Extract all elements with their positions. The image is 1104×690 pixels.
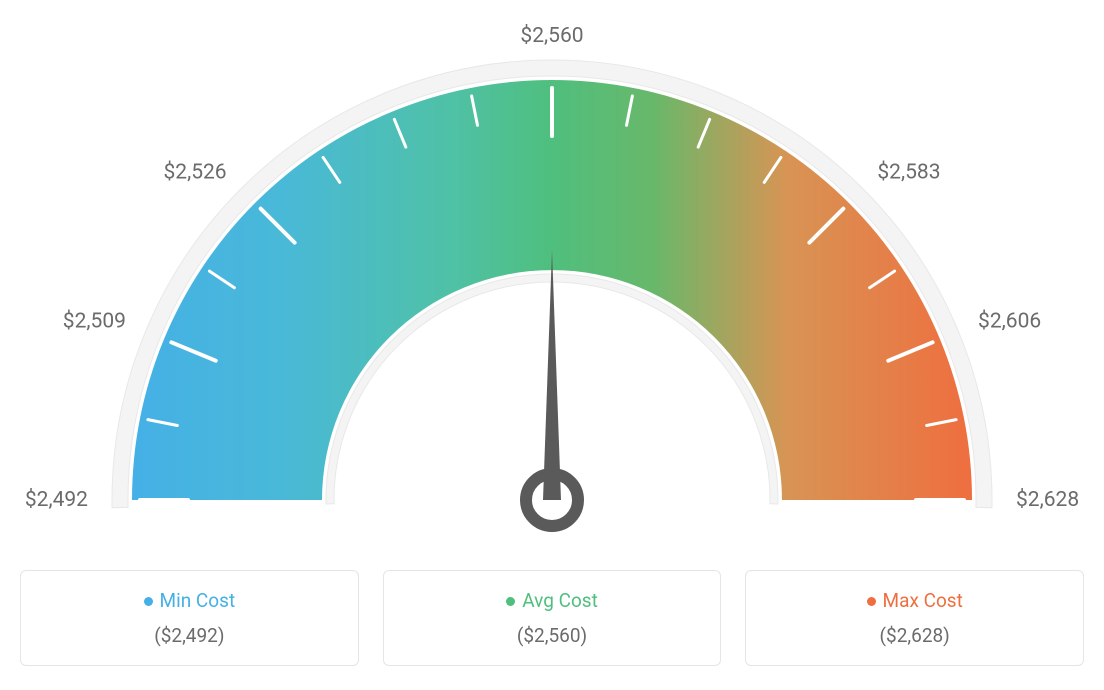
- legend-card-avg: Avg Cost ($2,560): [383, 570, 722, 666]
- legend-dot-icon: [506, 597, 515, 606]
- legend-dot-icon: [144, 597, 153, 606]
- legend-dot-icon: [867, 597, 876, 606]
- gauge-svg: $2,492 $2,509 $2,526 $2,560 $2,583 $2,606 $2,6…: [20, 20, 1084, 550]
- gauge-chart: $2,492 $2,509 $2,526 $2,560 $2,583 $2,606 $2,6…: [20, 20, 1084, 550]
- legend-value: ($2,492): [33, 624, 346, 647]
- legend-title: Min Cost: [33, 589, 346, 612]
- gauge-tick-label: $2,509: [63, 309, 126, 333]
- gauge-tick-label: $2,606: [978, 309, 1041, 333]
- legend-title: Max Cost: [758, 589, 1071, 612]
- legend-title: Avg Cost: [396, 589, 709, 612]
- legend-card-max: Max Cost ($2,628): [745, 570, 1084, 666]
- gauge-tick-label: $2,492: [25, 488, 88, 512]
- gauge-tick-label: $2,526: [163, 161, 226, 185]
- gauge-needle: [543, 250, 561, 500]
- legend-card-min: Min Cost ($2,492): [20, 570, 359, 666]
- cost-gauge-container: $2,492 $2,509 $2,526 $2,560 $2,583 $2,606 $2,6…: [20, 20, 1084, 666]
- gauge-tick-label: $2,628: [1016, 488, 1079, 512]
- legend-title-text: Avg Cost: [522, 589, 598, 612]
- gauge-tick-label: $2,560: [520, 24, 583, 48]
- legend-title-text: Min Cost: [160, 589, 236, 612]
- legend-value: ($2,560): [396, 624, 709, 647]
- legend-title-text: Max Cost: [883, 589, 963, 612]
- gauge-tick-label: $2,583: [877, 161, 940, 185]
- legend-value: ($2,628): [758, 624, 1071, 647]
- legend-row: Min Cost ($2,492) Avg Cost ($2,560) Max Cost…: [20, 570, 1084, 666]
